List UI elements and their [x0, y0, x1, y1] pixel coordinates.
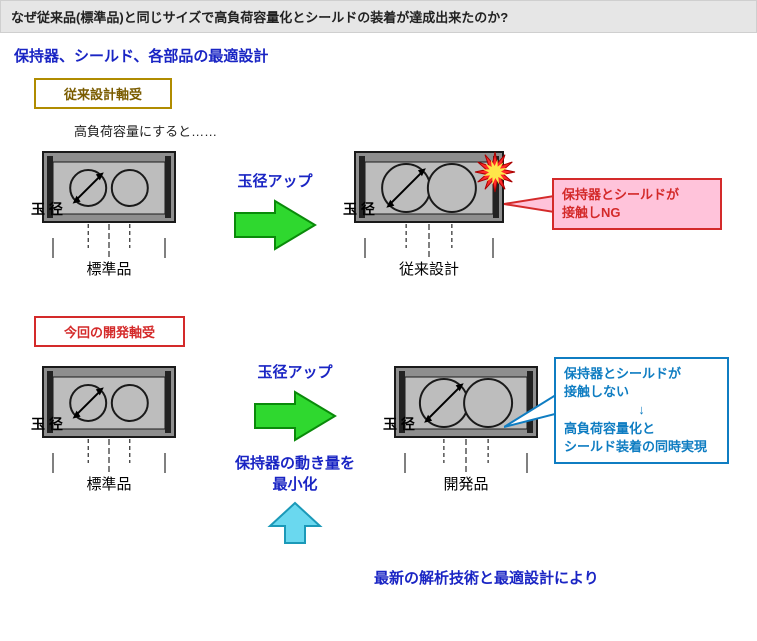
developed-box-label: 今回の開発軸受	[34, 316, 185, 347]
developed-callout: 保持器とシールドが 接触しない ↓ 高負荷容量化と シールド装着の同時実現	[554, 357, 729, 464]
svg-text:開発品: 開発品	[443, 476, 488, 493]
bearing-conventional-icon: 玉 径従来設計	[341, 142, 531, 292]
svg-text:標準品: 標準品	[86, 476, 131, 493]
section-title: 保持器、シールド、各部品の最適設計	[0, 33, 757, 72]
svg-text:玉 径: 玉 径	[383, 416, 415, 432]
developed-callout-line5: シールド装着の同時実現	[564, 438, 719, 456]
svg-text:玉 径: 玉 径	[31, 201, 63, 217]
bearing-standard-icon: 玉 径標準品	[29, 142, 199, 292]
developed-arrow-sub1: 保持器の動き量を	[235, 452, 355, 473]
svg-text:従来設計: 従来設計	[399, 261, 459, 278]
developed-callout-line3: ↓	[564, 401, 719, 419]
header-question: なぜ従来品(標準品)と同じサイズで高負荷容量化とシールドの装着が達成出来たのか?	[0, 0, 757, 33]
content: 従来設計軸受 高負荷容量にすると…… 玉 径標準品 玉径アップ 玉 径従来設計 …	[0, 72, 757, 631]
conventional-right-cell: 玉 径従来設計	[336, 142, 536, 292]
conventional-row: 玉 径標準品 玉径アップ 玉 径従来設計 保持器とシールドが 接触しNG	[14, 142, 743, 312]
developed-callout-line4: 高負荷容量化と	[564, 420, 719, 438]
header-question-text: なぜ従来品(標準品)と同じサイズで高負荷容量化とシールドの装着が達成出来たのか?	[11, 10, 508, 25]
developed-footer: 最新の解析技術と最適設計により	[374, 567, 599, 588]
developed-arrow-sub2: 最小化	[272, 473, 317, 494]
developed-callout-line1: 保持器とシールドが	[564, 365, 719, 383]
conventional-box-text: 従来設計軸受	[64, 87, 142, 102]
bearing-standard2-icon: 玉 径標準品	[29, 357, 199, 507]
conventional-left-cell: 玉 径標準品	[14, 142, 214, 292]
svg-text:標準品: 標準品	[86, 261, 131, 278]
conventional-callout-line1: 保持器とシールドが	[562, 186, 712, 204]
cyan-arrow-icon	[260, 498, 330, 548]
developed-arrow-cell: 玉径アップ 保持器の動き量を 最小化	[220, 357, 370, 548]
green-arrow-icon	[250, 386, 340, 446]
conventional-box-label: 従来設計軸受	[34, 78, 172, 109]
developed-row: 玉 径標準品 玉径アップ 保持器の動き量を 最小化 玉 径開発品 保持器とシール…	[14, 357, 743, 617]
developed-callout-line2: 接触しない	[564, 383, 719, 401]
developed-arrow-label: 玉径アップ	[257, 361, 332, 382]
conventional-arrow-cell: 玉径アップ	[220, 142, 330, 255]
developed-box-text: 今回の開発軸受	[64, 325, 155, 340]
developed-left-cell: 玉 径標準品	[14, 357, 214, 507]
conventional-arrow-label: 玉径アップ	[237, 170, 312, 191]
svg-text:玉 径: 玉 径	[31, 416, 63, 432]
green-arrow-icon	[230, 195, 320, 255]
conventional-callout: 保持器とシールドが 接触しNG	[552, 178, 722, 230]
svg-text:玉 径: 玉 径	[343, 201, 375, 217]
conventional-callout-line2: 接触しNG	[562, 204, 712, 222]
conventional-caption: 高負荷容量にすると……	[14, 121, 743, 140]
